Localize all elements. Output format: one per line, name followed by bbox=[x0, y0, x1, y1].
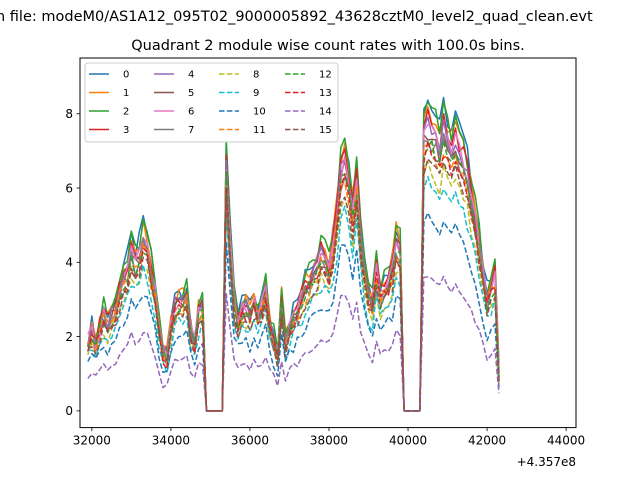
plot-frame bbox=[79, 57, 577, 429]
legend-label-8: 8 bbox=[253, 70, 259, 81]
x-tick-label: 34000 bbox=[152, 434, 190, 448]
legend-label-6: 6 bbox=[188, 107, 194, 118]
y-tick-label: 0 bbox=[65, 404, 73, 418]
legend-label-15: 15 bbox=[319, 125, 332, 136]
series-line-14 bbox=[87, 275, 500, 412]
legend-label-0: 0 bbox=[123, 70, 129, 81]
legend-label-10: 10 bbox=[253, 107, 266, 118]
series-line-10 bbox=[87, 212, 500, 412]
axes bbox=[79, 57, 577, 429]
series-line-13 bbox=[87, 140, 500, 412]
legend-label-12: 12 bbox=[319, 70, 332, 81]
legend-label-5: 5 bbox=[188, 88, 194, 99]
figure-suptitle: n file: modeM0/AS1A12_095T02_9000005892_… bbox=[0, 9, 593, 25]
chart-title: Quadrant 2 module wise count rates with … bbox=[131, 38, 525, 54]
series-line-15 bbox=[87, 158, 500, 412]
x-axis-ticks: 32000 34000 36000 38000 40000 42000 44000 bbox=[73, 427, 585, 448]
legend-label-3: 3 bbox=[123, 125, 129, 136]
x-tick-label: 44000 bbox=[547, 434, 585, 448]
x-tick-label: 38000 bbox=[310, 434, 348, 448]
y-tick-label: 4 bbox=[65, 256, 73, 270]
y-axis-ticks: 0 2 4 6 8 bbox=[65, 107, 80, 418]
y-tick-label: 6 bbox=[65, 181, 73, 195]
x-tick-label: 32000 bbox=[73, 434, 111, 448]
series-line-9 bbox=[87, 175, 500, 412]
y-tick-label: 8 bbox=[65, 107, 73, 121]
x-tick-label: 36000 bbox=[231, 434, 269, 448]
legend-label-14: 14 bbox=[319, 107, 332, 118]
x-tick-label: 42000 bbox=[468, 434, 506, 448]
legend-label-2: 2 bbox=[123, 107, 129, 118]
series-layer bbox=[87, 96, 500, 412]
legend-label-4: 4 bbox=[188, 70, 194, 81]
legend-label-7: 7 bbox=[188, 125, 194, 136]
legend-frame bbox=[84, 62, 339, 143]
x-tick-label: 40000 bbox=[389, 434, 427, 448]
legend-label-11: 11 bbox=[253, 125, 266, 136]
x-axis-offset-label: +4.357e8 bbox=[517, 455, 576, 469]
legend-label-1: 1 bbox=[123, 88, 129, 99]
legend-label-9: 9 bbox=[253, 88, 259, 99]
legend-label-13: 13 bbox=[319, 88, 332, 99]
y-tick-label: 2 bbox=[65, 330, 73, 344]
